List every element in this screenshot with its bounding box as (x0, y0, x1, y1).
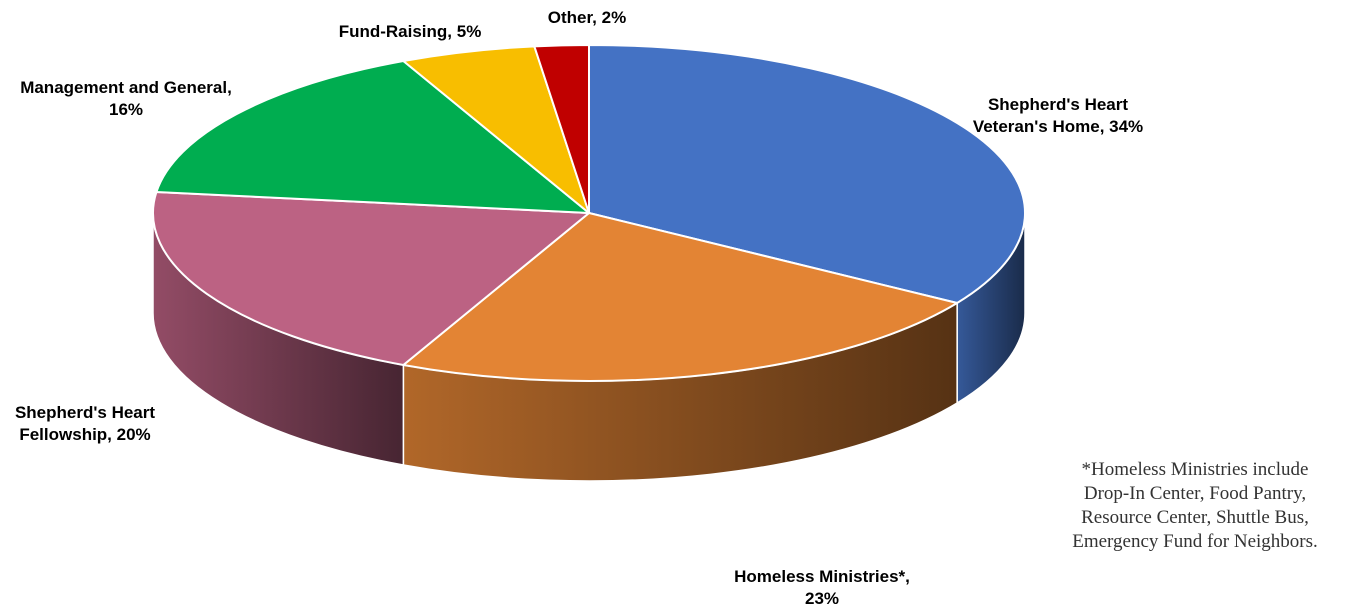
pie-slice-3 (155, 59, 590, 214)
slice-labels: Shepherd's Heart Veteran's Home, 34% Homel… (15, 8, 1143, 608)
footnote: *Homeless Ministries include Drop-In Cen… (1030, 458, 1360, 554)
pie-slices (152, 43, 1026, 382)
slice-label-4: Fund-Raising, 5% (339, 22, 482, 41)
pie-slice-0 (588, 44, 1026, 305)
pie-slice-1 (402, 212, 959, 382)
footnote-line: Emergency Fund for Neighbors. (1072, 531, 1318, 552)
footnote-line: *Homeless Ministries include (1081, 459, 1309, 480)
slice-label-2: Shepherd's Heart Fellowship, 20% (15, 403, 155, 444)
slice-label-3: Management and General, 16% (20, 78, 232, 119)
slice-label-0: Shepherd's Heart Veteran's Home, 34% (973, 95, 1143, 136)
slice-label-1: Homeless Ministries*, 23% (734, 567, 910, 608)
footnote-line: Drop-In Center, Food Pantry, (1083, 483, 1307, 504)
pie-slice-5 (533, 43, 590, 214)
slice-label-5: Other, 2% (548, 8, 626, 27)
footnote-line: Resource Center, Shuttle Bus, (1081, 507, 1309, 528)
pie-slice-2 (152, 190, 590, 367)
